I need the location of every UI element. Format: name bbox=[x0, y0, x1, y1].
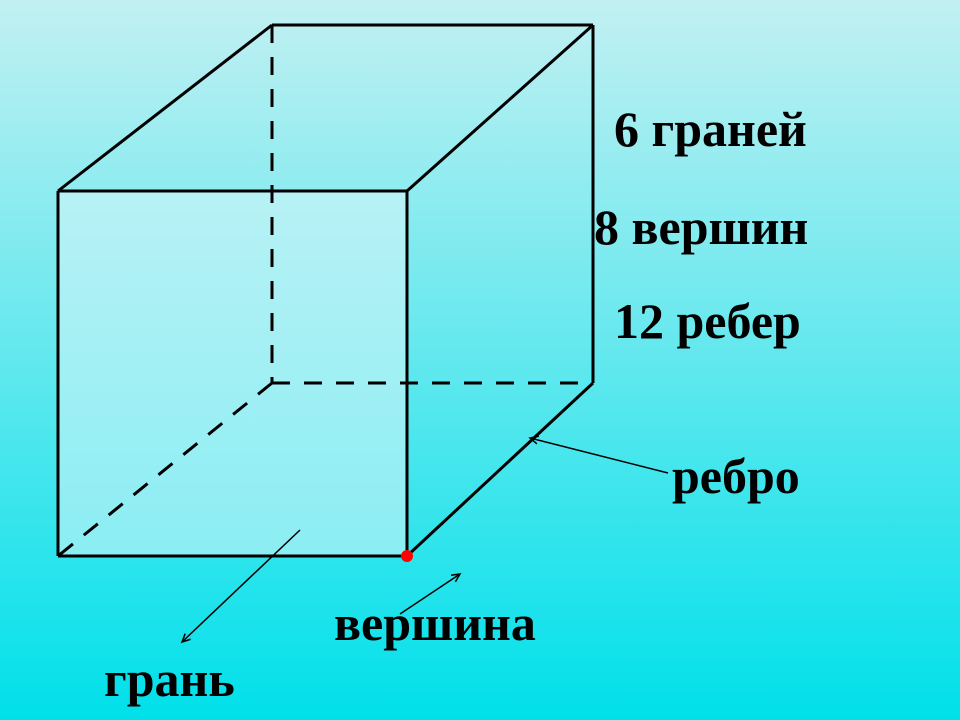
vertices-count-label: 8 вершин bbox=[594, 198, 808, 256]
faces-count-label: 6 граней bbox=[614, 100, 807, 158]
vertex-label: вершина bbox=[334, 594, 536, 652]
edge-label: ребро bbox=[672, 447, 800, 505]
edges-count-label: 12 ребер bbox=[614, 292, 801, 350]
face-label: грань bbox=[104, 650, 235, 708]
